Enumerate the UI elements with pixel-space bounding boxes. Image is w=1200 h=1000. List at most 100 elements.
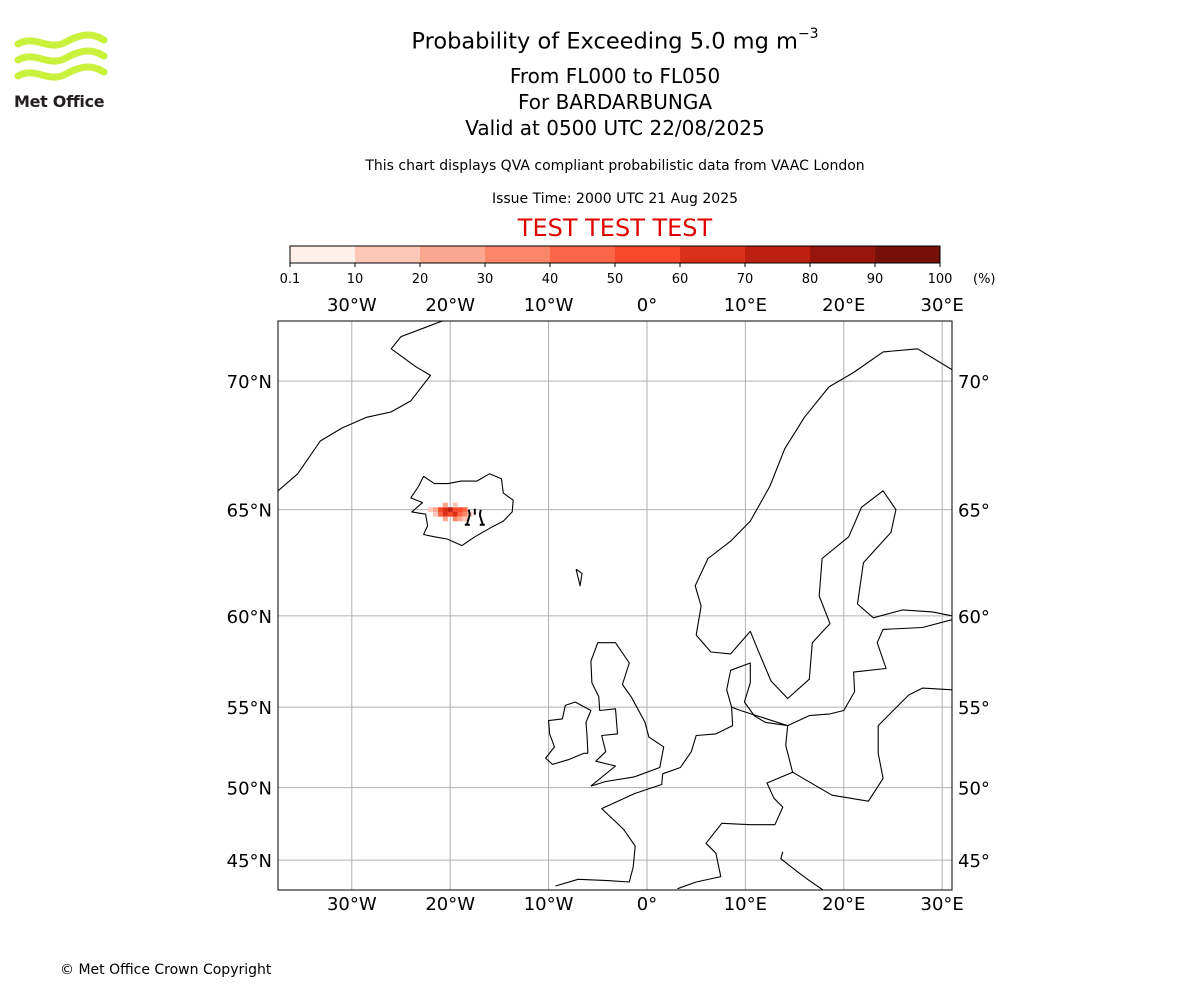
probability-cell — [457, 511, 463, 517]
probability-cell — [462, 511, 468, 517]
iceland-coastline — [410, 473, 514, 547]
latitude-label-left: 55°N — [227, 698, 272, 719]
longitude-label-top: 20°W — [425, 295, 475, 316]
chart-title: Probability of Exceeding 5.0 mg m−3 — [0, 26, 1200, 55]
probability-cell — [432, 507, 439, 513]
longitude-label-bottom: 30°W — [327, 894, 377, 915]
latitude-label-left: 60°N — [227, 607, 272, 628]
probability-cell — [428, 507, 434, 513]
volcano-name: For BARDARBUNGA — [517, 90, 713, 114]
probability-cell — [442, 516, 448, 522]
met-office-logo: Met Office — [14, 30, 108, 112]
probability-map: 30°W 20°W 10°W 0° 10°E 20°E 30°E 30°W 20°W 10°W 0… — [227, 295, 990, 915]
met-office-waves-icon — [14, 31, 108, 81]
longitude-label-top: 10°E — [724, 295, 767, 316]
probability-cell — [442, 511, 448, 517]
probability-cell — [442, 502, 448, 508]
colorbar-tick-label: 40 — [542, 272, 559, 287]
probability-cell — [432, 511, 439, 517]
longitude-label-bottom: 20°E — [822, 894, 865, 915]
latitude-label-left: 65°N — [227, 501, 272, 522]
latitude-label-left: 50°N — [227, 779, 272, 800]
issue-time: Issue Time: 2000 UTC 21 Aug 2025 — [491, 191, 739, 207]
colorbar-segment — [420, 246, 486, 263]
longitude-label-top: 30°W — [327, 295, 377, 316]
faroe-islands — [575, 568, 583, 587]
colorbar-tick-label: 100 — [928, 272, 953, 287]
longitude-label-top: 0° — [637, 295, 657, 316]
colorbar-segment — [485, 246, 551, 263]
map-background — [278, 321, 952, 890]
latitude-label-right: 70°N — [958, 372, 990, 393]
ireland-coastline — [545, 701, 592, 765]
volcano-marker — [464, 508, 485, 526]
colorbar-segment — [355, 246, 421, 263]
colorbar-tick-label: 10 — [347, 272, 364, 287]
probability-cell — [452, 511, 458, 517]
adriatic-coastline — [780, 851, 825, 890]
latitude-label-left: 45°N — [227, 851, 272, 872]
latitude-label-right: 45°N — [958, 851, 990, 872]
latitude-label-right: 55°N — [958, 698, 990, 719]
longitude-label-bottom: 10°W — [524, 894, 574, 915]
sweden-finland-coastline — [695, 490, 952, 700]
probability-cell — [442, 507, 448, 513]
colorbar-segment — [875, 246, 941, 263]
probability-cell — [447, 511, 453, 517]
continental-borders — [677, 706, 794, 890]
colorbar-segment — [550, 246, 616, 263]
volcano-icon — [464, 508, 485, 526]
colorbar-tick-label: 80 — [802, 272, 819, 287]
colorbar-tick-label: 30 — [477, 272, 494, 287]
britain-coastline — [590, 642, 665, 787]
longitude-label-top: 10°W — [524, 295, 574, 316]
colorbar-tick-label: 90 — [867, 272, 884, 287]
colorbar-unit-label: (%) — [973, 272, 996, 287]
logo-text: Met Office — [14, 92, 105, 111]
logo-wave — [14, 31, 108, 49]
longitude-label-top: 30°E — [921, 295, 964, 316]
longitude-label-bottom: 10°E — [724, 894, 767, 915]
colorbar-segment — [615, 246, 681, 263]
title-exponent: −3 — [797, 26, 819, 42]
longitude-label-top: 20°E — [822, 295, 865, 316]
latitude-label-left: 70°N — [227, 372, 272, 393]
colorbar-tick-label: 60 — [672, 272, 689, 287]
probability-cell — [462, 516, 468, 522]
test-banner: TEST TEST TEST — [517, 214, 713, 242]
probability-cell — [452, 516, 458, 522]
probability-cell — [457, 516, 463, 522]
norway-coastline — [694, 348, 952, 636]
colorbar-segment — [290, 246, 356, 263]
copyright-notice: © Met Office Crown Copyright — [60, 962, 272, 978]
latitude-label-right: 50°N — [958, 779, 990, 800]
baltic-coastline — [555, 619, 952, 887]
longitude-label-bottom: 20°W — [425, 894, 475, 915]
probability-colorbar: 0.1 10 20 30 40 50 60 70 80 90 100 (%) — [280, 245, 996, 287]
chart-note: This chart displays QVA compliant probab… — [365, 158, 865, 174]
colorbar-tick-label: 70 — [737, 272, 754, 287]
probability-cell — [462, 507, 468, 513]
colorbar-segment — [680, 246, 746, 263]
flight-level-range: From FL000 to FL050 — [509, 64, 721, 88]
eastern-borders — [792, 687, 952, 802]
latitude-label-right: 60°N — [958, 607, 990, 628]
latitude-label-right: 65°N — [958, 501, 990, 522]
valid-time: Valid at 0500 UTC 22/08/2025 — [465, 116, 765, 140]
probability-cell — [457, 507, 463, 513]
logo-wave — [14, 47, 108, 65]
probability-cell — [447, 507, 453, 513]
probability-cell — [437, 511, 444, 517]
colorbar-tick-label: 0.1 — [280, 272, 301, 287]
probability-cell — [452, 507, 458, 513]
probability-cell — [452, 502, 458, 508]
colorbar-tick-label: 20 — [412, 272, 429, 287]
colorbar-segment — [810, 246, 876, 263]
title-main: Probability of Exceeding 5.0 mg m — [411, 28, 798, 55]
probability-cell — [437, 507, 444, 513]
longitude-label-bottom: 30°E — [921, 894, 964, 915]
greenland-coastline — [278, 321, 443, 492]
map-frame — [277, 320, 953, 891]
longitude-label-bottom: 0° — [637, 894, 657, 915]
colorbar-tick-label: 50 — [607, 272, 624, 287]
